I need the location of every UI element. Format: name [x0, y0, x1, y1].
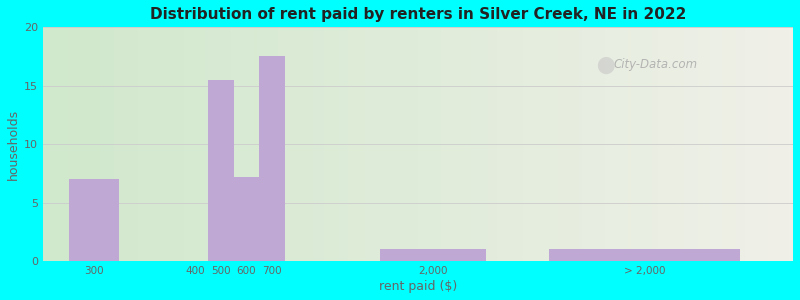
Bar	[234, 177, 259, 261]
Bar	[69, 179, 119, 261]
Text: City-Data.com: City-Data.com	[613, 58, 697, 71]
Text: ⬤: ⬤	[597, 56, 615, 74]
Bar	[208, 80, 234, 261]
Y-axis label: households: households	[7, 109, 20, 180]
Bar	[259, 56, 285, 261]
Bar	[550, 249, 740, 261]
Bar	[380, 249, 486, 261]
Title: Distribution of rent paid by renters in Silver Creek, NE in 2022: Distribution of rent paid by renters in …	[150, 7, 686, 22]
X-axis label: rent paid ($): rent paid ($)	[379, 280, 458, 293]
